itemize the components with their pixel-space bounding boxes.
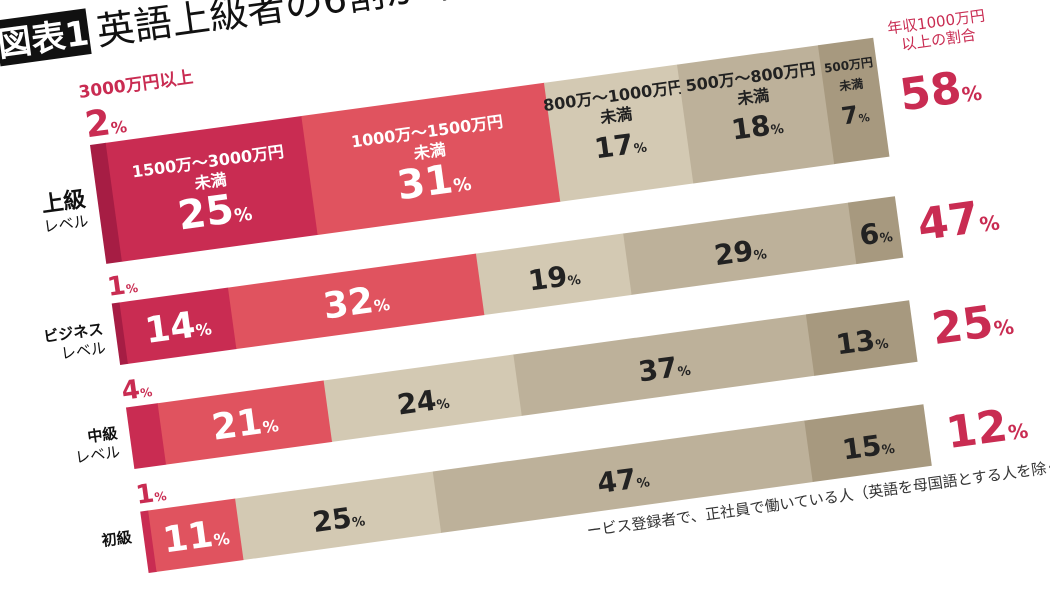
bar-segment (513, 314, 815, 416)
row-label: 上級 (40, 186, 87, 218)
bar-segment (105, 115, 319, 262)
category-label: 500万円 (823, 55, 874, 76)
data-label-above: 2% (83, 100, 129, 146)
bar-segment (235, 471, 442, 561)
data-label: 17% (592, 126, 648, 166)
data-label: 11% (160, 512, 231, 562)
share-1000-plus-label: 47% (915, 190, 1002, 252)
bar-segment (140, 510, 158, 574)
data-label: 7% (840, 99, 871, 131)
share-1000-plus-label: 58% (897, 60, 984, 122)
bar-segment (90, 142, 123, 264)
data-label: 25% (175, 184, 254, 240)
category-label: 未満 (412, 140, 447, 163)
bar-segment (677, 45, 835, 184)
data-label: 14% (143, 302, 214, 352)
data-label: 19% (526, 258, 582, 298)
data-label: 15% (840, 427, 896, 467)
row-label: 中級 (86, 424, 118, 446)
row-label-sub: レベル (42, 212, 89, 236)
bar-segment (148, 498, 244, 572)
title-text: 英語上級者の6割が年収1000万円 (94, 0, 672, 54)
bar-segment (817, 37, 890, 165)
bar-segment (301, 82, 561, 235)
data-label-above: 4% (120, 373, 154, 407)
row-label: 初級 (101, 528, 133, 550)
row-label-sub: レベル (74, 443, 121, 467)
data-label-above: 1% (134, 477, 168, 511)
bar-segment (623, 202, 857, 295)
category-label: 未満 (735, 85, 770, 108)
data-label: 31% (394, 154, 473, 210)
data-label: 24% (395, 382, 451, 422)
data-label: 6% (857, 215, 894, 252)
bar-segment (125, 403, 167, 469)
category-label: 3000万円以上 (77, 67, 194, 102)
bar-segment (543, 64, 694, 202)
bar-segment (847, 196, 904, 265)
data-label: 21% (209, 399, 280, 449)
data-label-above: 1% (106, 269, 140, 303)
bar-segment (157, 380, 333, 465)
share-1000-plus-label: 25% (929, 294, 1016, 356)
data-label: 37% (636, 349, 692, 389)
data-label: 25% (311, 499, 367, 539)
bar-segment (805, 300, 918, 376)
data-label: 47% (595, 460, 651, 500)
category-label: 未満 (837, 76, 864, 94)
category-label: 未満 (598, 104, 633, 127)
bar-segment (432, 420, 814, 533)
data-label: 13% (834, 322, 890, 362)
category-label: 未満 (192, 170, 227, 193)
bar-segment (475, 233, 633, 316)
bar-segment (119, 287, 237, 364)
row-label-sub: レベル (60, 339, 107, 363)
share-1000-plus-label: 12% (943, 398, 1030, 460)
data-label: 32% (321, 278, 392, 328)
bar-segment (227, 253, 485, 350)
bar-segment (111, 302, 129, 365)
title: 図表1 英語上級者の6割が年収1000万円 (0, 0, 671, 67)
data-label: 18% (729, 107, 785, 147)
title-badge-bg (0, 8, 92, 67)
bar-segment (323, 354, 523, 442)
data-label: 29% (712, 232, 768, 272)
bar-segment (804, 404, 932, 483)
